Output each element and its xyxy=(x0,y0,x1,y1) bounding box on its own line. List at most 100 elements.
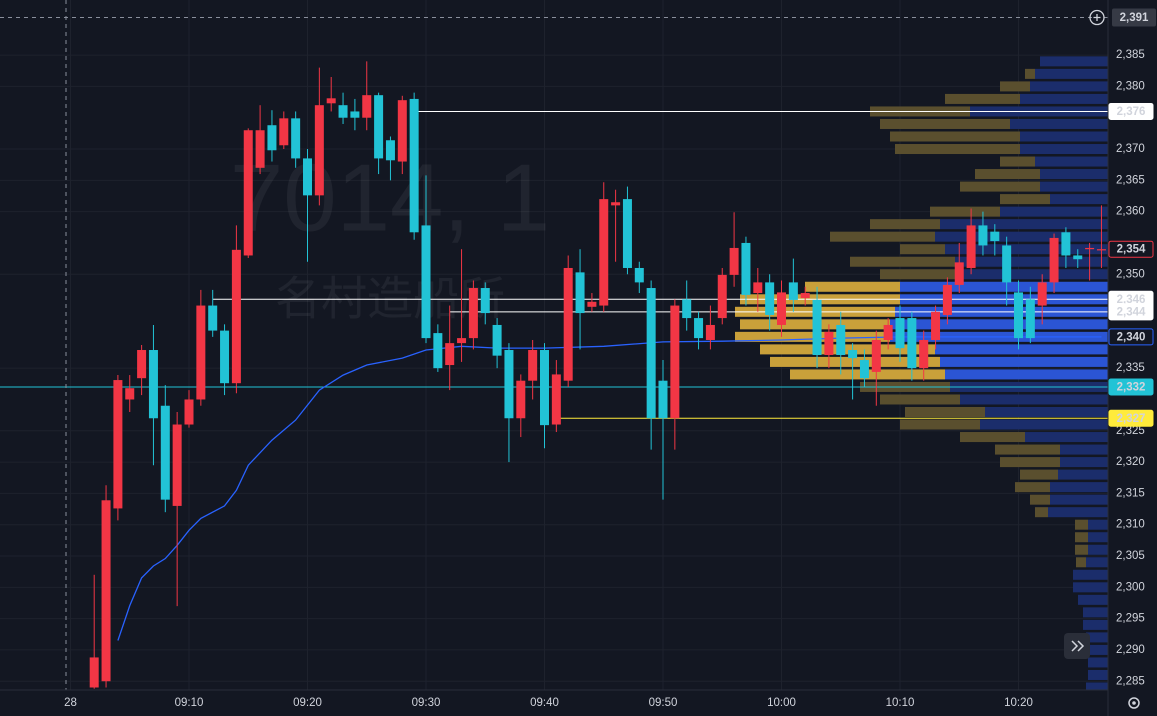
profile-bar xyxy=(960,181,1040,192)
candle-body xyxy=(1096,249,1106,251)
x-tick-label: 09:20 xyxy=(293,697,322,709)
vwap-line xyxy=(117,336,1102,641)
profile-bar xyxy=(1035,68,1108,79)
candle-body xyxy=(184,399,194,425)
profile-bar xyxy=(850,256,955,267)
candle-body xyxy=(1073,255,1083,260)
candle-body xyxy=(1061,232,1071,256)
profile-bar xyxy=(1083,607,1108,618)
candle-body xyxy=(741,242,751,295)
price-label-box xyxy=(1108,102,1154,120)
y-tick-label: 2,385 xyxy=(1116,49,1145,61)
profile-bar xyxy=(1078,594,1108,605)
candle-body xyxy=(243,130,253,256)
candle-body xyxy=(528,350,538,381)
y-tick-label: 2,310 xyxy=(1116,519,1145,531)
candle-body xyxy=(931,311,941,340)
profile-bar xyxy=(870,219,940,230)
candle-body xyxy=(824,331,834,356)
candle-body xyxy=(1085,247,1095,250)
profile-bar xyxy=(890,319,1108,330)
y-tick-label: 2,350 xyxy=(1116,268,1145,280)
y-tick-label: 2,380 xyxy=(1116,80,1145,92)
profile-bar xyxy=(1020,93,1108,104)
candle-body xyxy=(113,380,123,509)
profile-bar xyxy=(1048,507,1108,518)
y-tick-label: 2,360 xyxy=(1116,206,1145,218)
profile-bar xyxy=(940,219,1108,230)
profile-bar xyxy=(1040,56,1108,67)
price-label: 2,376 xyxy=(1117,106,1146,118)
profile-bar xyxy=(1086,557,1108,568)
candle-body xyxy=(871,339,881,372)
candle-body xyxy=(540,350,549,426)
profile-bar xyxy=(735,331,890,342)
y-tick-label: 2,320 xyxy=(1116,456,1145,468)
profile-bar xyxy=(1030,494,1050,505)
candle-body xyxy=(777,292,786,325)
crosshair-label: 2,391 xyxy=(1120,12,1149,24)
profile-bar xyxy=(1000,206,1108,217)
candle-body xyxy=(599,199,609,306)
profile-bar xyxy=(895,144,1020,155)
profile-bar xyxy=(1075,532,1088,543)
candle-body xyxy=(480,288,490,314)
add-alert-button[interactable] xyxy=(1089,9,1105,26)
candle-body xyxy=(670,305,680,419)
candle-body xyxy=(326,98,336,104)
candle-body xyxy=(492,324,502,356)
profile-bar xyxy=(945,369,1108,380)
profile-bar xyxy=(1020,469,1058,480)
candle-body xyxy=(374,95,384,159)
candle-body xyxy=(765,282,775,315)
profile-bar xyxy=(1010,118,1108,129)
candle-body xyxy=(267,125,277,151)
profile-bar xyxy=(880,394,960,405)
profile-bar xyxy=(1050,494,1108,505)
settings-button[interactable] xyxy=(1128,697,1140,709)
candle-body xyxy=(800,293,810,299)
profile-bar xyxy=(900,244,945,255)
candle-body xyxy=(208,305,218,331)
x-tick-label: 09:50 xyxy=(649,697,678,709)
y-tick-label: 2,305 xyxy=(1116,550,1145,562)
candle-body xyxy=(587,301,597,307)
candle-body xyxy=(859,360,869,379)
profile-bar xyxy=(1083,619,1108,630)
candle-body xyxy=(753,282,763,294)
candle-body xyxy=(658,380,668,419)
candle-body xyxy=(705,324,715,340)
profile-bar xyxy=(1075,519,1088,530)
candle-body xyxy=(291,118,301,159)
candle-body xyxy=(172,424,182,506)
profile-bar xyxy=(1075,544,1088,555)
profile-bar xyxy=(935,231,1108,242)
y-tick-label: 2,325 xyxy=(1116,425,1145,437)
candle-body xyxy=(125,388,135,400)
profile-bar xyxy=(1073,582,1108,593)
profile-bar xyxy=(900,281,1108,292)
candle-body xyxy=(895,318,905,349)
candle-body xyxy=(255,130,265,168)
scroll-button[interactable] xyxy=(1064,633,1090,659)
profile-bar xyxy=(1020,131,1108,142)
profile-bar xyxy=(770,356,940,367)
candle-body xyxy=(516,380,526,419)
candle-body xyxy=(160,405,170,500)
candle-body xyxy=(729,247,739,275)
x-tick-label: 28 xyxy=(64,697,77,709)
profile-bar xyxy=(945,244,1108,255)
profile-bar xyxy=(1073,569,1108,580)
crosshair-label-box xyxy=(1112,8,1156,27)
profile-bar xyxy=(830,231,935,242)
y-tick-label: 2,315 xyxy=(1116,487,1145,499)
x-tick-label: 10:10 xyxy=(886,697,915,709)
profile-bar xyxy=(905,406,985,418)
profile-bar xyxy=(1030,81,1108,92)
profile-bar xyxy=(1040,181,1108,192)
profile-bar xyxy=(1000,457,1060,468)
candle-body xyxy=(848,350,858,359)
x-tick-label: 09:40 xyxy=(530,697,559,709)
profile-bar xyxy=(955,256,1108,267)
